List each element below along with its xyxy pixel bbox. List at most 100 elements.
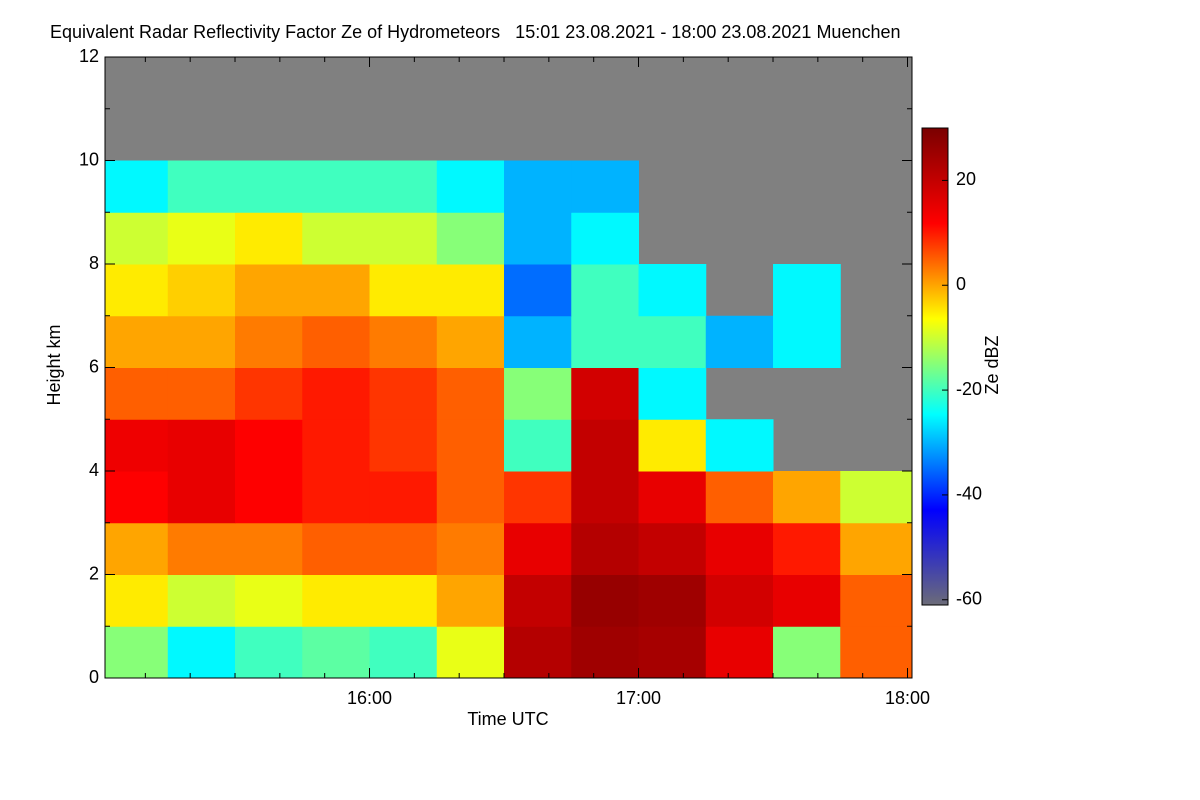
heatmap-cell [840,574,913,627]
heatmap-cell [773,626,841,679]
heatmap-cell [705,626,774,679]
y-tick-label: 4 [89,460,99,480]
heatmap-cell [571,367,640,420]
heatmap-cell [436,419,505,472]
heatmap-cell [436,522,505,575]
heatmap-cell [705,315,774,368]
heatmap-cell [167,626,236,679]
heatmap-cell [504,160,572,213]
heatmap-cell [105,160,169,213]
heatmap-cell [369,626,438,679]
heatmap-cell [773,264,841,317]
heatmap-cell [571,160,640,213]
heatmap-cell [302,212,371,265]
heatmap-cell [840,522,913,575]
heatmap-cell [840,471,913,524]
heatmap-cell [302,574,371,627]
heatmap-cell [705,522,774,575]
heatmap-cell [105,574,169,627]
heatmap-cell [235,212,303,265]
heatmap-cell [436,626,505,679]
heatmap-cell [638,471,707,524]
heatmap-cell [504,212,572,265]
heatmap-cell [302,264,371,317]
heatmap-cell [571,471,640,524]
heatmap-cell [504,419,572,472]
heatmap-cell [105,522,169,575]
heatmap-cell [302,522,371,575]
heatmap-cell [235,574,303,627]
heatmap-cell [235,160,303,213]
heatmap-cell [302,471,371,524]
colorbar-label: Ze dBZ [982,335,1002,394]
heatmap-cell [167,574,236,627]
heatmap-cell [571,574,640,627]
heatmap-cell [638,315,707,368]
heatmap-cell [504,626,572,679]
heatmap-cell [105,264,169,317]
heatmap-cell [571,315,640,368]
heatmap-cell [235,626,303,679]
heatmap-cell [773,522,841,575]
heatmap-cell [105,315,169,368]
heatmap-cell [638,522,707,575]
heatmap-cell [105,367,169,420]
heatmap-cell [773,315,841,368]
heatmap-cell [571,212,640,265]
heatmap-cell [167,212,236,265]
heatmap-cell [235,471,303,524]
heatmap-cell [504,471,572,524]
heatmap-cell [436,367,505,420]
heatmap-cell [638,367,707,420]
heatmap-cell [369,212,438,265]
heatmap-cell [773,471,841,524]
heatmap-cell [167,160,236,213]
heatmap-cell [504,574,572,627]
heatmap-cell [302,626,371,679]
heatmap-cell [369,574,438,627]
heatmap-cell [638,626,707,679]
heatmap-cell [504,315,572,368]
heatmap-cell [167,264,236,317]
heatmap-cell [436,471,505,524]
heatmap-cell [773,574,841,627]
heatmap-cell [369,522,438,575]
heatmap-cell [436,315,505,368]
colorbar-tick-label: 0 [956,274,966,294]
heatmap-cell [235,522,303,575]
heatmap-cell [167,367,236,420]
y-tick-label: 0 [89,667,99,687]
heatmap-cell [504,522,572,575]
heatmap-cell [638,264,707,317]
heatmap-cell [369,315,438,368]
heatmap-cell [705,419,774,472]
heatmap-cell [369,419,438,472]
heatmap-cell [840,626,913,679]
heatmap-cell [302,419,371,472]
y-tick-label: 6 [89,356,99,376]
heatmap-cell [167,471,236,524]
heatmap-cell [705,574,774,627]
heatmap-cell [571,419,640,472]
heatmap-cell [302,315,371,368]
heatmap-cell [167,522,236,575]
heatmap-cell [571,626,640,679]
heatmap-cell [504,367,572,420]
colorbar-tick-label: -20 [956,379,982,399]
colorbar-tick-label: -60 [956,589,982,609]
x-tick-label: 18:00 [885,688,930,708]
heatmap-cell [105,212,169,265]
heatmap-cell [235,264,303,317]
heatmap-cell [167,419,236,472]
colorbar-tick-label: -40 [956,484,982,504]
heatmap-cell [571,264,640,317]
x-tick-label: 16:00 [347,688,392,708]
heatmap-cell [167,315,236,368]
heatmap-cell [369,471,438,524]
heatmap-cell [235,315,303,368]
y-tick-label: 10 [79,149,99,169]
heatmap-cell [105,419,169,472]
heatmap-cell [302,367,371,420]
heatmap-cell [369,367,438,420]
